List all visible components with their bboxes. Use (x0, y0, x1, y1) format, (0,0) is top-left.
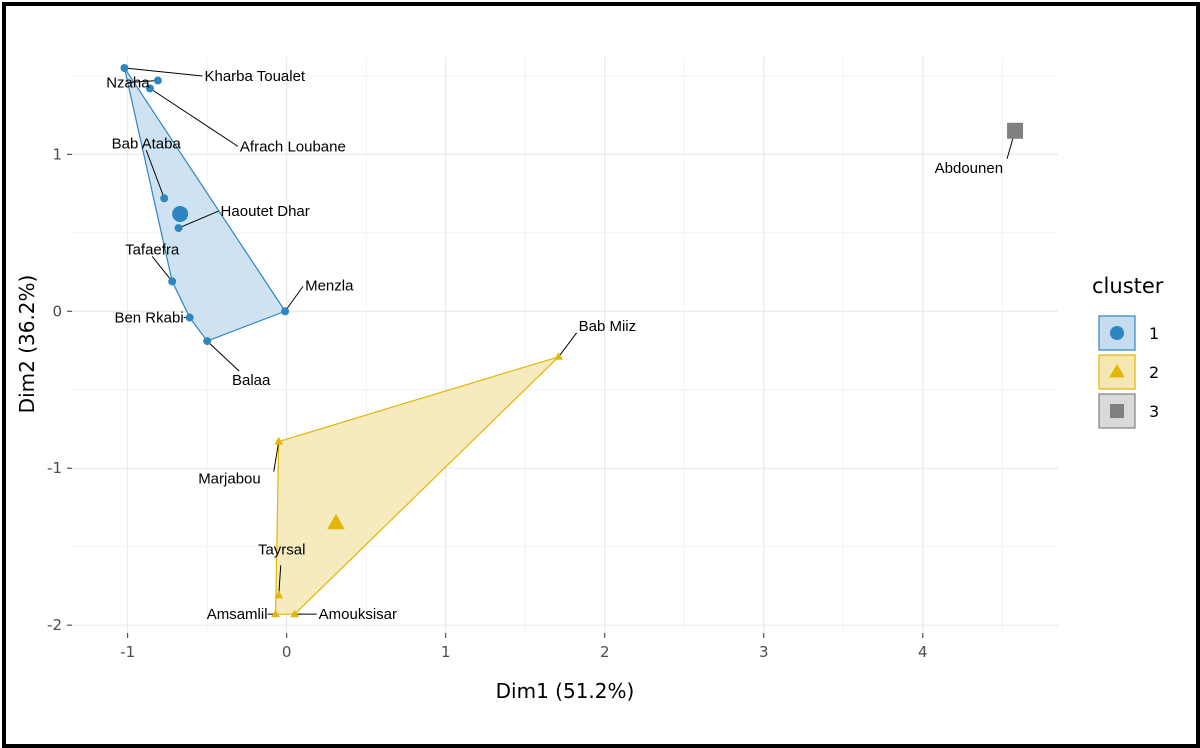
leader-line (124, 67, 203, 77)
x-tick-label: 4 (918, 643, 928, 661)
x-tick-label: -1 (120, 643, 135, 661)
y-tick-label: 1 (52, 145, 62, 163)
point-label: Balaa (232, 372, 271, 389)
y-axis-title: Dim2 (36.2%) (15, 275, 39, 414)
leader-line (206, 340, 240, 372)
x-tick-label: 0 (282, 643, 292, 661)
point-label: Menzla (305, 277, 354, 294)
leader-line (558, 332, 578, 358)
leader-line (145, 150, 165, 199)
point-bab-ataba (160, 194, 169, 203)
leader-line (284, 285, 304, 312)
axes: -1 0 1 2 3 4 -2 -1 0 1 (47, 145, 928, 661)
point-label: Tafaefra (125, 241, 180, 258)
plot-panel (72, 57, 1058, 633)
point-label: Nzaha (106, 75, 150, 92)
point-tayrsal (274, 590, 284, 599)
legend-marker-2 (1109, 364, 1125, 378)
legend-label-1: 1 (1149, 324, 1159, 343)
point-label: Afrach Loubane (240, 138, 346, 155)
x-tick-label: 2 (600, 643, 610, 661)
leader-line (178, 210, 219, 229)
point-bab-miiz (554, 352, 564, 360)
cluster-hulls (123, 67, 560, 615)
label-leader-lines (124, 67, 1016, 615)
point-amouksisar (290, 609, 300, 618)
point-nzaha (153, 76, 162, 85)
legend-label-2: 2 (1149, 363, 1159, 382)
x-tick-label: 1 (441, 643, 451, 661)
cluster-plot: -1 0 1 2 3 4 -2 -1 0 1 Kharba Toualet Nzaha Afrach … (15, 57, 1164, 703)
point-label: Tayrsal (258, 541, 306, 558)
point-label: Haoutet Dhar (221, 203, 310, 220)
point-afrach-loubane (145, 84, 154, 93)
y-tick-label: 0 (52, 302, 62, 320)
cluster-2-centroid (327, 514, 345, 530)
grid-lines (72, 57, 1058, 633)
point-menzla (281, 307, 290, 316)
point-abdounen (1007, 122, 1024, 139)
point-label: Amouksisar (319, 606, 397, 623)
legend: cluster 1 2 3 (1092, 274, 1164, 429)
cluster-1-centroid (172, 205, 189, 222)
leader-line (151, 256, 173, 282)
cluster-1-hull (123, 67, 287, 342)
point-marjabou (274, 436, 284, 445)
leader-line (149, 87, 239, 147)
x-tick-label: 3 (759, 643, 769, 661)
y-tick-label: -1 (47, 459, 62, 477)
point-label: Amsamlil (207, 606, 268, 623)
point-label: Abdounen (935, 160, 1003, 177)
point-balaa (203, 337, 212, 346)
point-ben-rkabi (185, 313, 194, 322)
point-label: Marjabou (198, 471, 261, 488)
point-label: Kharba Toualet (204, 68, 305, 85)
point-tafaefra (168, 277, 177, 286)
legend-title: cluster (1092, 274, 1164, 298)
point-label: Ben Rkabi (114, 310, 183, 327)
point-labels: Kharba Toualet Nzaha Afrach Loubane Bab Ata… (106, 68, 1003, 623)
leader-line (278, 565, 282, 596)
legend-label-3: 3 (1149, 402, 1159, 421)
point-haoutet-dhar (174, 224, 183, 233)
x-axis-title: Dim1 (51.2%) (496, 679, 635, 703)
leader-line (273, 441, 280, 472)
point-label: Bab Miiz (579, 318, 637, 335)
point-kharba-toualet (120, 63, 129, 72)
data-points (120, 63, 1024, 618)
point-label: Bab Ataba (112, 135, 182, 152)
leader-line (127, 80, 158, 84)
legend-marker-1 (1110, 326, 1124, 340)
point-amsamlil (271, 609, 280, 618)
legend-marker-3 (1110, 404, 1124, 418)
y-tick-label: -2 (47, 616, 62, 634)
